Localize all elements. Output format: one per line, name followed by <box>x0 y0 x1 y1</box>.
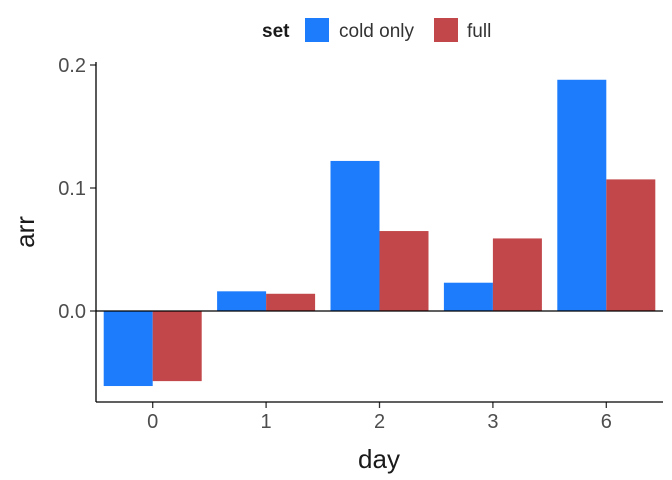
x-tick-label: 3 <box>487 411 498 433</box>
bar-full-day-2 <box>379 231 429 311</box>
bars <box>103 79 656 387</box>
x-tick-label: 6 <box>601 411 612 433</box>
y-axis-ticks: 0.0 0.1 0.2 <box>58 55 96 323</box>
y-tick-label: 0.1 <box>58 178 86 200</box>
legend: set cold only full <box>262 18 491 42</box>
x-axis-title: day <box>358 444 400 474</box>
x-tick-label: 0 <box>147 411 158 433</box>
y-tick-label: 0.0 <box>58 301 86 323</box>
legend-swatch-cold-only <box>305 18 329 42</box>
bar-cold-only-day-3 <box>443 282 493 311</box>
legend-label-cold-only: cold only <box>339 21 414 42</box>
bar-full-day-3 <box>492 238 542 311</box>
y-tick-label: 0.2 <box>58 55 86 77</box>
bar-cold-only-day-6 <box>557 79 607 311</box>
bar-full-day-1 <box>266 293 316 311</box>
legend-label-full: full <box>467 21 491 42</box>
bar-full-day-6 <box>606 179 656 311</box>
x-axis-ticks: 0 1 2 3 6 <box>147 402 612 433</box>
bar-cold-only-day-1 <box>217 291 267 311</box>
bar-full-day-0 <box>152 311 202 382</box>
legend-swatch-full <box>434 18 458 42</box>
bar-cold-only-day-0 <box>103 311 153 387</box>
legend-title: set <box>262 21 290 42</box>
bar-cold-only-day-2 <box>330 160 380 311</box>
x-tick-label: 2 <box>374 411 385 433</box>
x-tick-label: 1 <box>261 411 272 433</box>
y-axis-title: arr <box>10 216 40 248</box>
